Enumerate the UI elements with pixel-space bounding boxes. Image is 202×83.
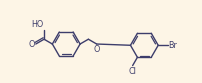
Text: Br: Br bbox=[168, 41, 177, 50]
Text: Cl: Cl bbox=[128, 67, 136, 76]
Text: O: O bbox=[93, 45, 99, 54]
Text: HO: HO bbox=[31, 20, 43, 29]
Text: O: O bbox=[28, 40, 34, 49]
